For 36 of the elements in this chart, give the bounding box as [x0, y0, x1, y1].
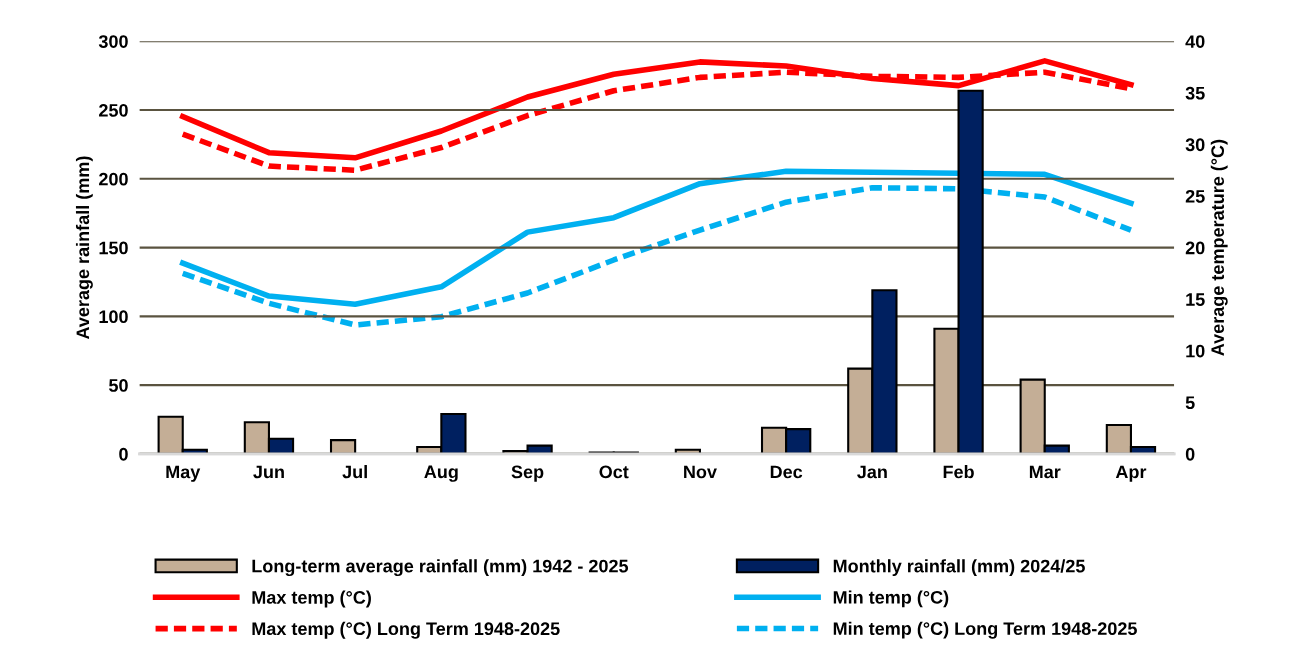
x-tick-label: Mar: [1029, 465, 1061, 479]
x-tick-label: Jan: [857, 465, 887, 479]
x-tick-label: Jul: [342, 465, 367, 479]
y-tick-label: 200: [99, 172, 128, 186]
x-tick-label: Apr: [1115, 465, 1147, 482]
legend-label: Max temp (°C): [252, 590, 371, 608]
y-tick-label: 250: [99, 103, 128, 117]
x-tick-label: Oct: [599, 465, 629, 479]
y2-axis-title: Average temperature (°C): [1210, 139, 1228, 356]
x-tick-label: Feb: [943, 465, 974, 479]
y2-tick-label: 30: [1185, 138, 1205, 152]
legend-label: Min temp (°C): [833, 590, 949, 608]
y-tick-label: 300: [98, 35, 128, 49]
y-tick-label: 50: [109, 379, 128, 392]
legend-label: Long-term average rainfall (mm) 1942 - 2025: [252, 559, 629, 577]
legend-label: Max temp (°C) Long Term 1948-2025: [252, 621, 560, 639]
x-tick-label: Dec: [770, 465, 803, 479]
y-axis-title: Average rainfall (mm): [75, 156, 93, 340]
y2-tick-label: 35: [1185, 86, 1205, 100]
y2-tick-label: 0: [1185, 447, 1195, 461]
x-tick-label: May: [166, 465, 201, 482]
y2-tick-label: 15: [1186, 293, 1205, 306]
y2-tick-label: 20: [1185, 241, 1205, 255]
x-tick-label: Nov: [684, 465, 717, 479]
y2-tick-label: 10: [1186, 344, 1205, 358]
x-tick-label: Aug: [424, 465, 458, 482]
legend-label: Min temp (°C) Long Term 1948-2025: [833, 621, 1137, 639]
y-tick-label: 100: [99, 310, 128, 324]
y-tick-label: 0: [119, 447, 128, 461]
y2-tick-label: 5: [1185, 396, 1195, 410]
y-tick-label: 150: [99, 241, 128, 255]
legend-label: Monthly rainfall (mm) 2024/25: [833, 559, 1085, 577]
x-tick-label: Sep: [511, 465, 544, 482]
y2-tick-label: 40: [1185, 35, 1205, 48]
y2-tick-label: 25: [1185, 189, 1205, 203]
x-tick-label: Jun: [253, 465, 284, 479]
